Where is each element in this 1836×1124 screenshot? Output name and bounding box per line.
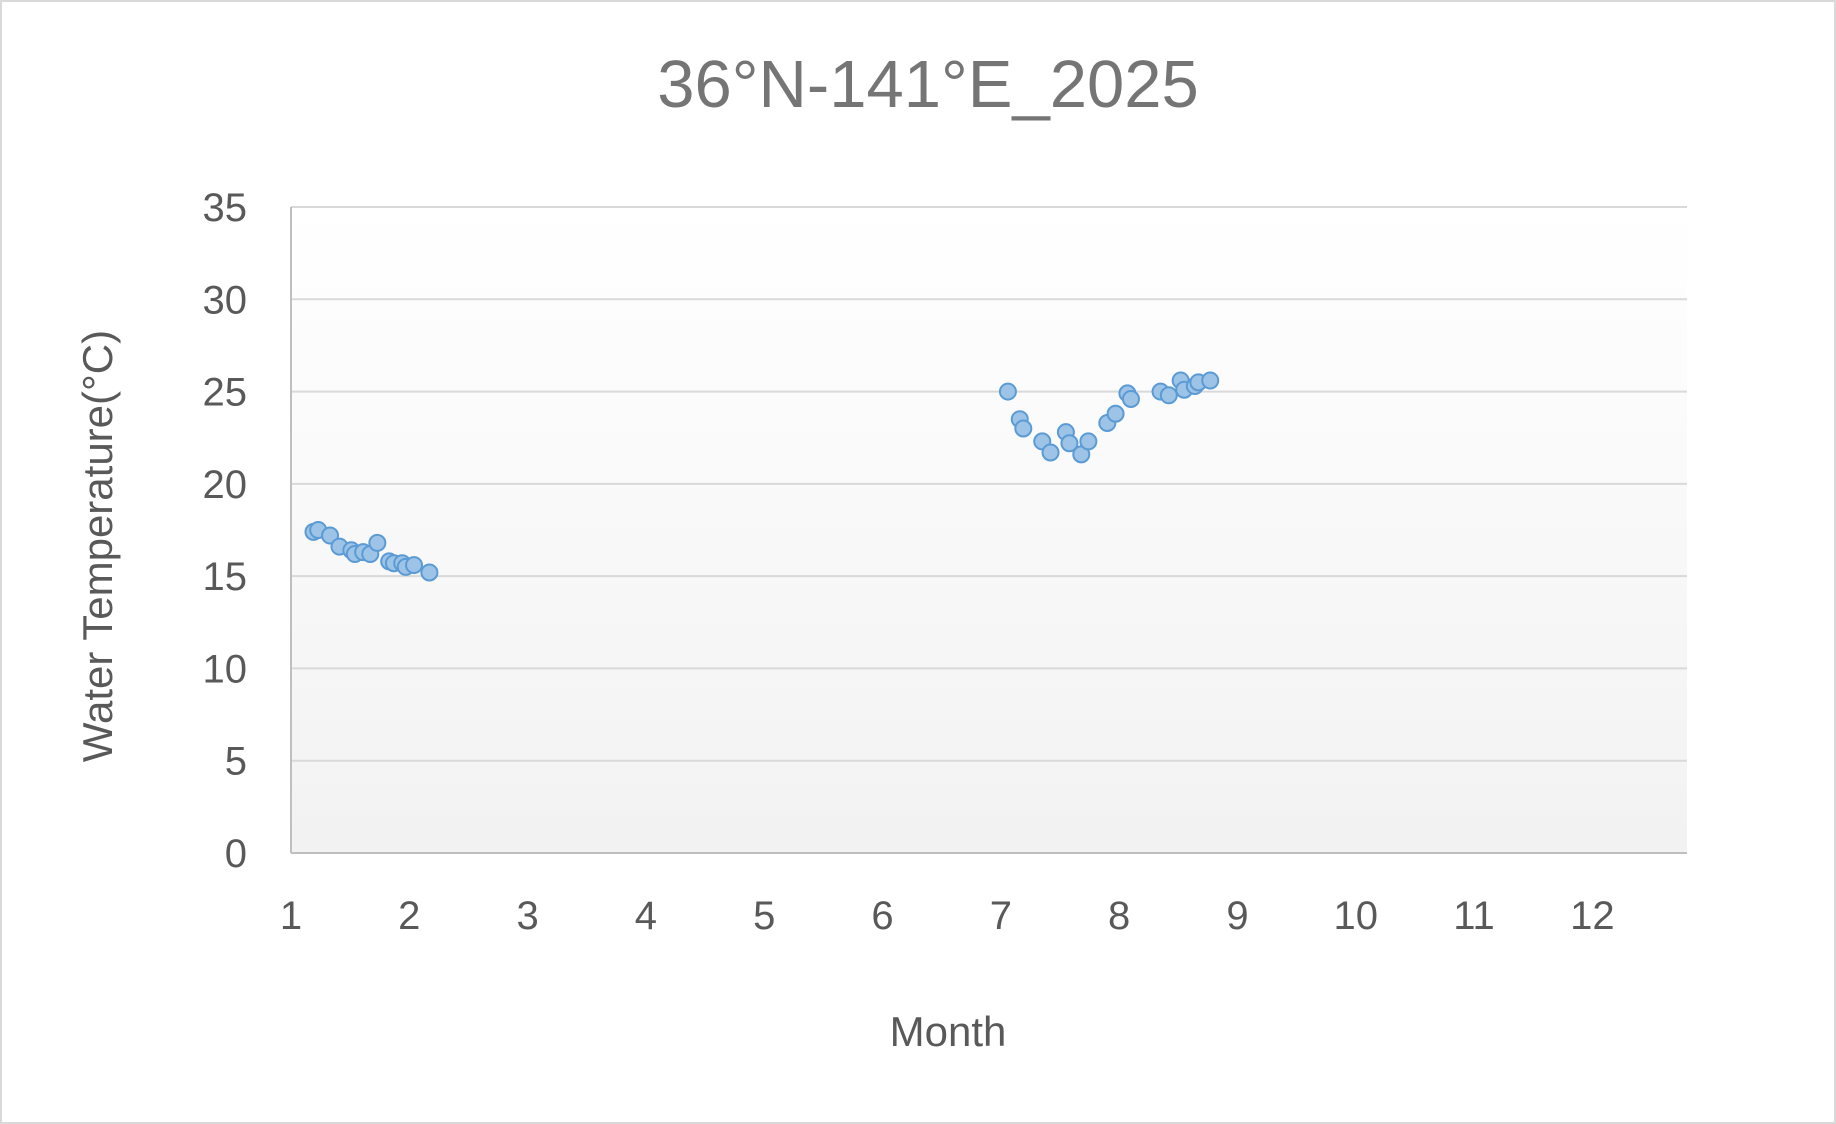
- y-axis-label: Water Temperature(°C): [74, 330, 121, 762]
- data-point: [1041, 443, 1060, 462]
- x-axis-label: Month: [890, 1008, 1007, 1055]
- x-tick-label: 4: [635, 894, 657, 938]
- x-tick-label: 10: [1333, 894, 1378, 938]
- data-point: [1121, 389, 1140, 408]
- x-tick-label: 8: [1108, 894, 1130, 938]
- y-tick-label: 5: [225, 740, 247, 784]
- data-point: [420, 563, 439, 582]
- data-point: [1060, 434, 1079, 453]
- y-tick-label: 25: [203, 371, 248, 415]
- data-point: [368, 533, 387, 552]
- data-point: [998, 382, 1017, 401]
- x-tick-label: 2: [398, 894, 420, 938]
- plot-area: [291, 207, 1687, 853]
- data-point: [1201, 371, 1220, 390]
- gridlines: [291, 206, 1687, 762]
- y-tick-label: 0: [225, 832, 247, 876]
- y-tick-label: 15: [203, 555, 248, 599]
- x-tick-label: 11: [1453, 894, 1495, 938]
- x-tick-label: 1: [280, 894, 302, 938]
- x-tick-label: 3: [516, 894, 538, 938]
- data-point: [1014, 419, 1033, 438]
- y-tick-label: 20: [203, 463, 248, 507]
- data-point: [405, 556, 424, 575]
- data-points: [304, 371, 1220, 582]
- y-tick-label: 30: [203, 278, 248, 322]
- x-tick-label: 9: [1226, 894, 1248, 938]
- data-point: [1159, 386, 1178, 405]
- y-tick-label: 10: [203, 647, 248, 691]
- data-point: [1106, 404, 1125, 423]
- axes: [290, 207, 1687, 854]
- x-tick-label: 7: [990, 894, 1012, 938]
- x-tick-label: 12: [1570, 894, 1615, 938]
- x-tick-label: 5: [753, 894, 775, 938]
- x-tick-label: 6: [871, 894, 893, 938]
- data-point: [1079, 432, 1098, 451]
- y-tick-label: 35: [203, 186, 248, 230]
- chart-title: 36°N-141°E_2025: [657, 47, 1199, 122]
